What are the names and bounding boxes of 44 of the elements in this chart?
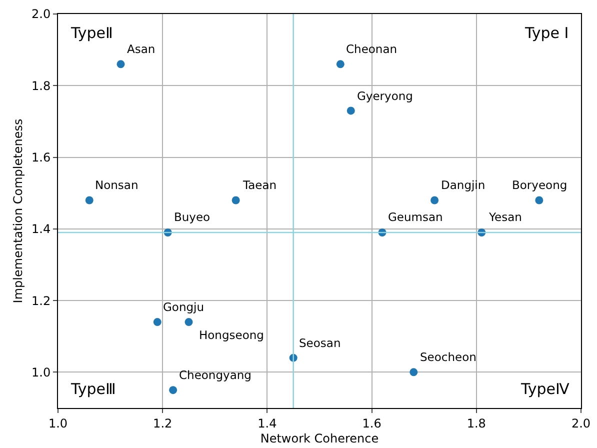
- point: [85, 196, 94, 204]
- y-tick-label: 2.0: [32, 7, 51, 22]
- x-tick-label: 1.8: [466, 416, 486, 430]
- annotation: TypeⅢ: [70, 380, 116, 398]
- annotation: Boryeong: [512, 178, 568, 192]
- annotation: Buyeo: [174, 210, 210, 224]
- point: [430, 196, 439, 204]
- y-tick-label: 1.0: [32, 365, 51, 380]
- y-tick-label: 1.6: [32, 150, 51, 164]
- y-tick-label: 1.2: [32, 294, 51, 308]
- y-tick-label: 1.8: [32, 78, 51, 93]
- annotation: TypeⅡ: [70, 24, 113, 42]
- point: [169, 386, 178, 394]
- point: [535, 196, 544, 204]
- x-tick-label: 1.2: [153, 416, 172, 430]
- point: [153, 318, 162, 326]
- annotation: Yesan: [488, 210, 522, 224]
- point: [232, 196, 240, 204]
- point: [336, 60, 344, 68]
- point: [410, 368, 418, 376]
- annotation: Taean: [242, 178, 277, 192]
- annotation: Dangjin: [441, 178, 486, 192]
- annotation: Seocheon: [420, 350, 476, 364]
- annotation: Nonsan: [95, 178, 138, 192]
- annotation: Gyeryong: [357, 89, 413, 103]
- point: [116, 60, 125, 68]
- x-tick-label: 2.0: [571, 416, 591, 430]
- x-tick-label: 1.6: [362, 416, 382, 430]
- annotation: Asan: [127, 42, 156, 56]
- annotation: Hongseong: [199, 328, 264, 342]
- annotation: Type Ⅰ: [524, 24, 569, 42]
- y-tick-label: 1.4: [32, 222, 51, 236]
- annotation: Seosan: [299, 336, 341, 350]
- annotation: Cheongyang: [179, 368, 252, 382]
- x-tick-label: 1.4: [258, 416, 277, 430]
- annotation: Geumsan: [388, 210, 443, 224]
- annotation: Cheonan: [346, 42, 398, 56]
- y-axis-title: Implementation Completeness: [10, 118, 25, 304]
- x-axis-title: Network Coherence: [260, 431, 379, 446]
- annotation: TypeⅣ: [520, 380, 570, 398]
- point: [346, 106, 355, 115]
- point: [184, 318, 193, 326]
- x-tick-label: 1.0: [48, 416, 68, 430]
- annotation: Gongju: [163, 300, 204, 314]
